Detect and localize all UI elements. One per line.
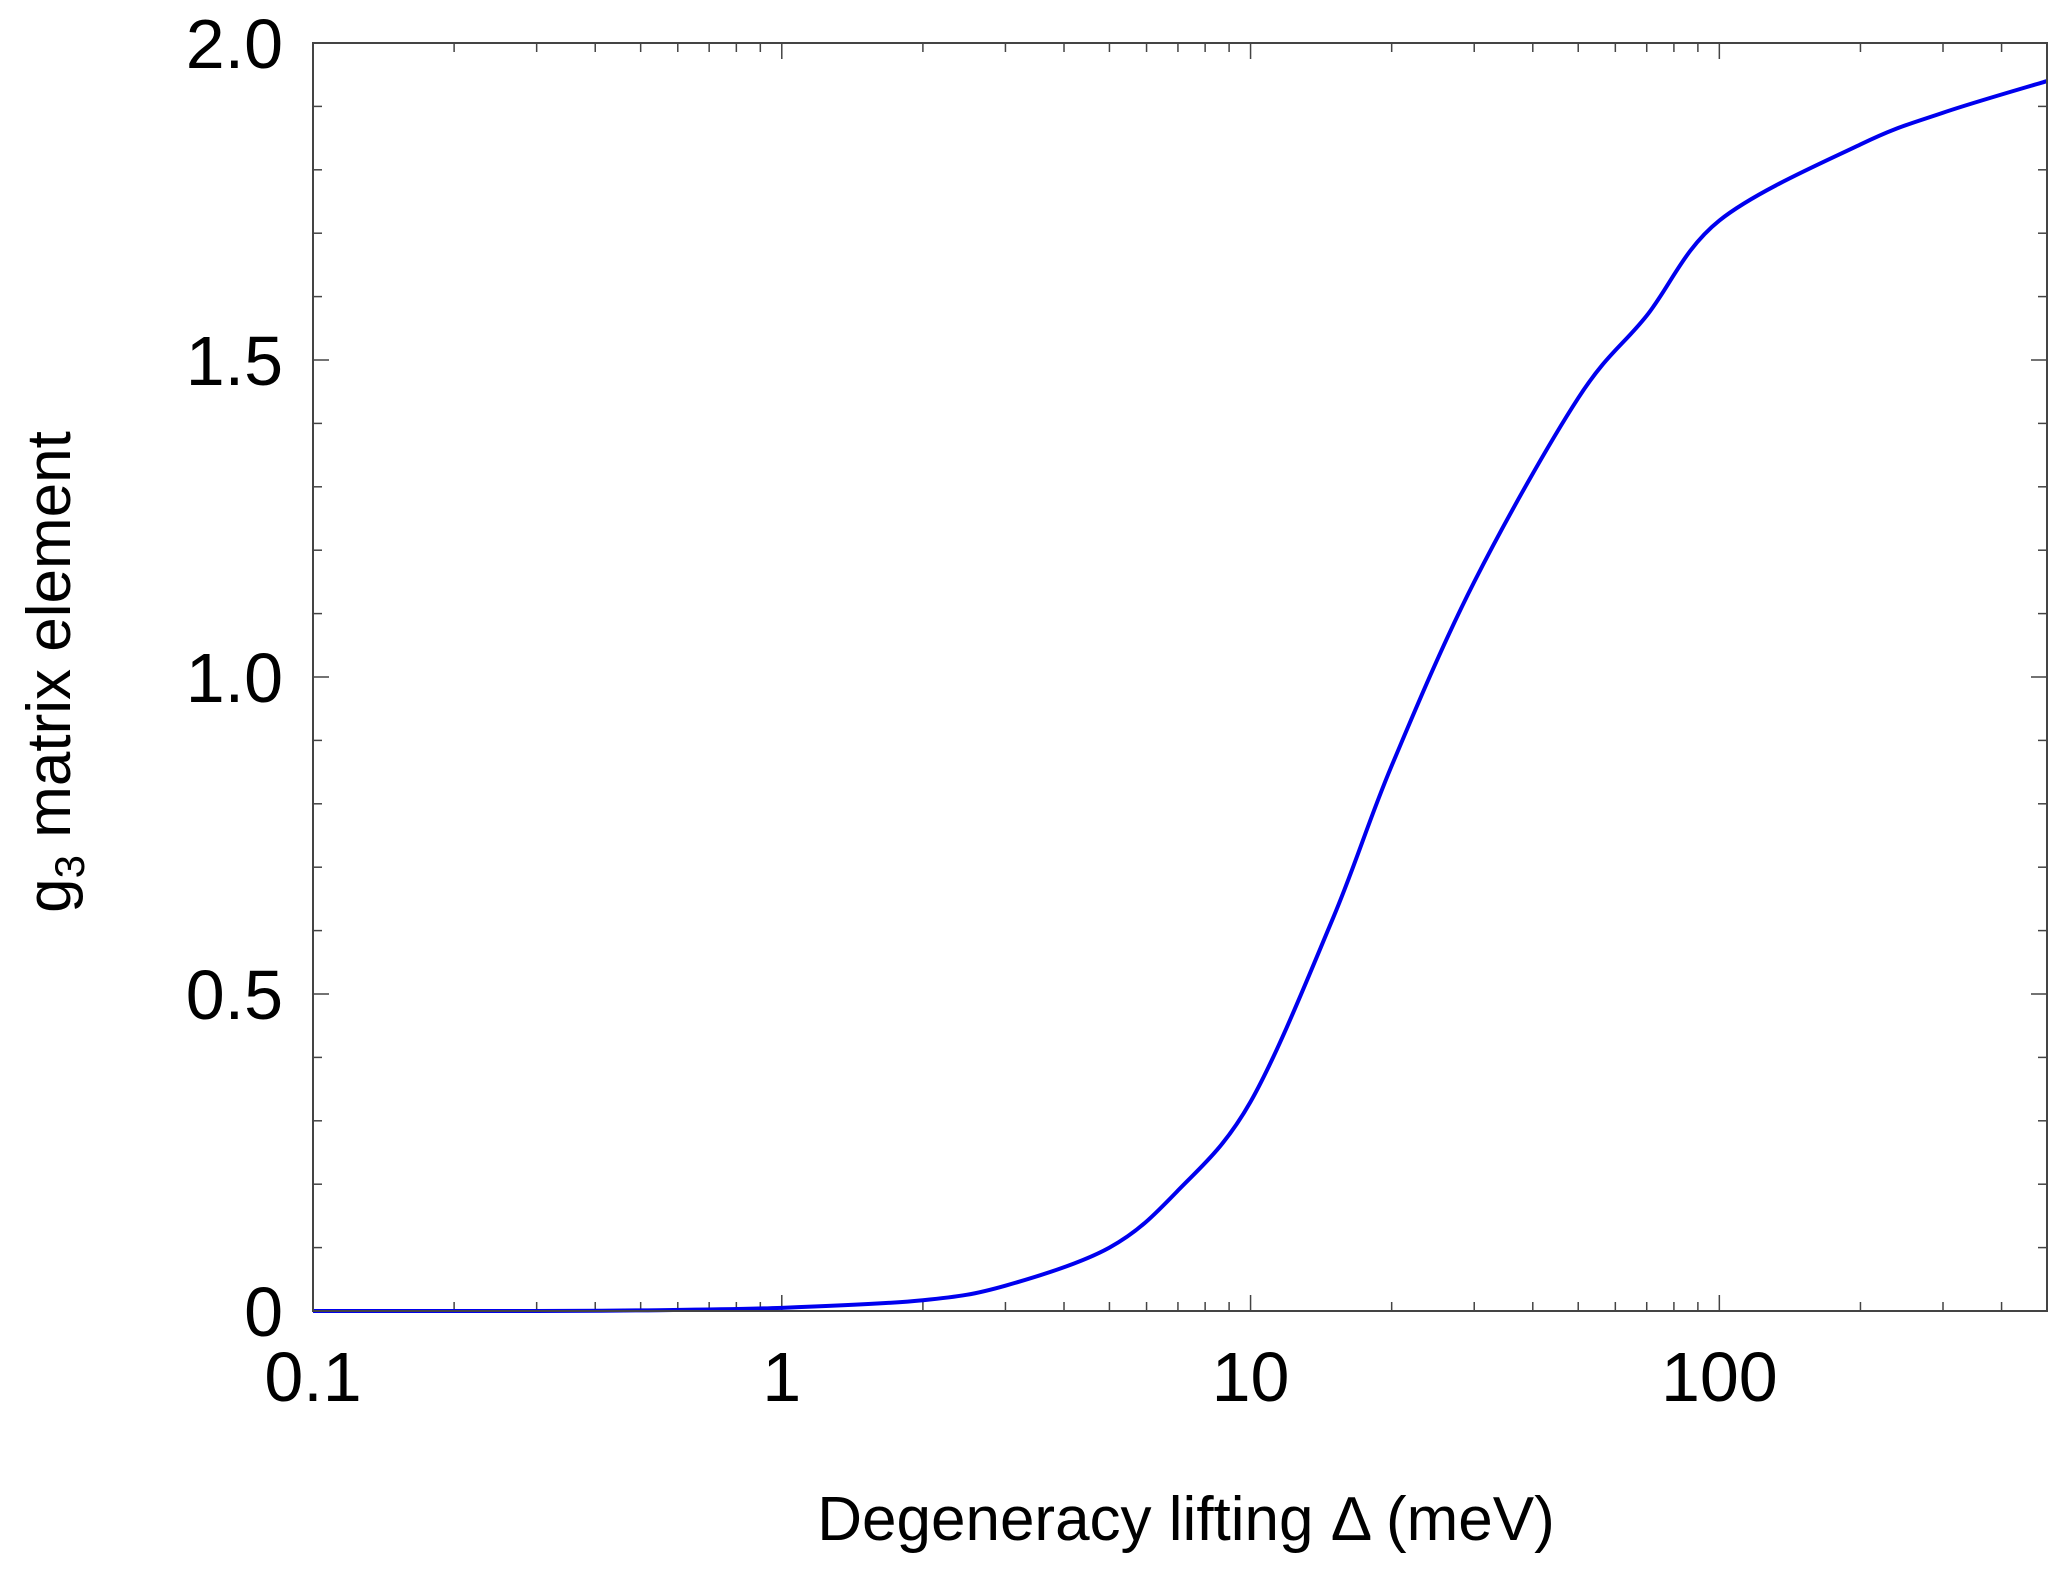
y-tick-label: 0.5 <box>186 956 283 1034</box>
x-tick-label: 10 <box>1212 1338 1290 1416</box>
y-tick-labels: 0 0.5 1.0 1.5 2.0 <box>186 5 283 1351</box>
y-tick-label: 2.0 <box>186 5 283 83</box>
ticks <box>312 42 2048 1312</box>
plot-frame <box>312 42 2048 1312</box>
x-tick-label: 0.1 <box>264 1338 361 1416</box>
y-axis-label: g3 matrix element <box>15 431 93 913</box>
x-tick-label: 100 <box>1661 1338 1778 1416</box>
series-line-g3 <box>313 79 2048 1314</box>
x-axis-label: Degeneracy lifting Δ (meV) <box>817 1485 1555 1554</box>
x-tick-label: 1 <box>762 1338 801 1416</box>
y-tick-label: 0 <box>244 1273 283 1351</box>
x-tick-labels: 0.1 1 10 100 <box>264 1338 1777 1416</box>
y-tick-label: 1.5 <box>186 322 283 400</box>
y-tick-label: 1.0 <box>186 639 283 717</box>
